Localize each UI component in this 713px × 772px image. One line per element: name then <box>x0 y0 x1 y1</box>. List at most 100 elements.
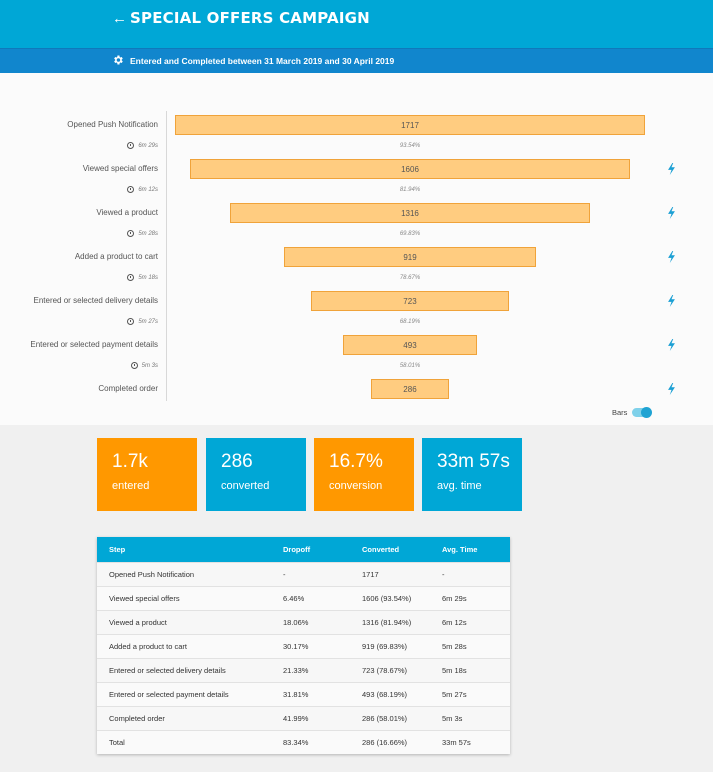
table-cell: - <box>442 570 445 579</box>
table-row: Entered or selected payment details 31.81… <box>97 682 510 706</box>
transition-time-text: 5m 28s <box>138 230 158 237</box>
table-cell: 21.33% <box>283 666 309 675</box>
funnel-bar[interactable]: 1316 <box>229 203 591 223</box>
funnel-bar[interactable]: 286 <box>370 379 450 399</box>
table-cell: 286 (16.66%) <box>362 738 408 747</box>
table-cell: 1316 (81.94%) <box>362 618 412 627</box>
stat-label: conversion <box>329 480 383 492</box>
lightning-bolt-icon[interactable] <box>667 295 676 307</box>
header-step[interactable]: Step <box>109 545 126 554</box>
funnel-bar[interactable]: 493 <box>342 335 478 355</box>
table-cell: 6.46% <box>283 594 305 603</box>
table-cell: 6m 29s <box>442 594 467 603</box>
funnel-stage-label: Viewed a product <box>96 208 158 217</box>
table-header: Step Dropoff Converted Avg. Time <box>97 537 510 562</box>
gear-icon[interactable] <box>112 54 124 66</box>
lightning-bolt-icon[interactable] <box>667 163 676 175</box>
lightning-bolt-icon[interactable] <box>667 339 676 351</box>
funnel-bar-value: 286 <box>403 384 417 394</box>
transition-time-text: 6m 29s <box>138 142 158 149</box>
table-row: Added a product to cart 30.17% 919 (69.83%… <box>97 634 510 658</box>
funnel-chart: Bars Opened Push Notification 1717 6m 29s 9… <box>0 73 713 425</box>
funnel-bar-value: 493 <box>403 340 417 350</box>
table-cell: 5m 27s <box>442 690 467 699</box>
lightning-bolt-icon[interactable] <box>667 251 676 263</box>
table-body: Opened Push Notification - 1717 - Viewed spe… <box>97 562 510 754</box>
funnel-bar-value: 1606 <box>401 164 419 174</box>
bars-toggle[interactable] <box>632 407 652 418</box>
table-row: Viewed a product 18.06% 1316 (81.94%) 6m 12… <box>97 610 510 634</box>
transition-time-text: 5m 27s <box>138 318 158 325</box>
table-cell: 83.34% <box>283 738 309 747</box>
table-cell: Viewed a product <box>109 618 167 627</box>
clock-icon <box>127 230 135 237</box>
transition-time-text: 5m 18s <box>138 274 158 281</box>
transition-time: 5m 28s <box>127 230 158 237</box>
transition-time-text: 5m 3s <box>141 362 158 369</box>
conversion-percent: 78.67% <box>399 275 421 281</box>
funnel-bar-value: 1316 <box>401 208 419 218</box>
funnel-stage-label: Added a product to cart <box>74 252 158 261</box>
stat-label: entered <box>112 480 150 492</box>
table-cell: 6m 12s <box>442 618 467 627</box>
app-header: ← SPECIAL OFFERS CAMPAIGN <box>0 0 713 48</box>
clock-icon <box>127 318 135 325</box>
table-cell: 41.99% <box>283 714 309 723</box>
table-cell: 31.81% <box>283 690 309 699</box>
transition-time: 6m 12s <box>127 186 158 193</box>
stat-label: avg. time <box>437 480 482 492</box>
stat-label: converted <box>221 480 270 492</box>
stat-value: 286 <box>221 451 253 472</box>
table-cell: - <box>283 570 286 579</box>
date-range-text: Entered and Completed between 31 March 2… <box>130 56 395 66</box>
header-avg-time[interactable]: Avg. Time <box>442 545 478 554</box>
date-range-bar[interactable]: Entered and Completed between 31 March 2… <box>0 48 713 73</box>
header-dropoff[interactable]: Dropoff <box>283 545 311 554</box>
transition-time: 5m 18s <box>127 274 158 281</box>
table-row: Total 83.34% 286 (16.66%) 33m 57s <box>97 730 510 754</box>
clock-icon <box>127 186 135 193</box>
conversion-percent: 69.83% <box>399 231 421 237</box>
conversion-percent: 93.54% <box>399 143 421 149</box>
back-arrow-icon[interactable]: ← <box>112 10 127 27</box>
funnel-stage-label: Viewed special offers <box>82 164 158 173</box>
table-cell: 1717 <box>362 570 379 579</box>
table-cell: Entered or selected delivery details <box>109 666 226 675</box>
table-cell: 1606 (93.54%) <box>362 594 412 603</box>
funnel-bar-value: 723 <box>403 296 417 306</box>
conversion-percent: 81.94% <box>399 187 421 193</box>
clock-icon <box>127 274 135 281</box>
transition-time-text: 6m 12s <box>138 186 158 193</box>
lightning-bolt-icon[interactable] <box>667 207 676 219</box>
stat-value: 1.7k <box>112 451 148 472</box>
transition-time: 5m 27s <box>127 318 158 325</box>
stat-value: 33m 57s <box>437 451 510 472</box>
page-title: SPECIAL OFFERS CAMPAIGN <box>130 9 370 27</box>
steps-table: Step Dropoff Converted Avg. Time Opened … <box>97 537 510 754</box>
clock-icon <box>127 142 135 149</box>
transition-time: 5m 3s <box>130 362 158 369</box>
table-cell: Entered or selected payment details <box>109 690 229 699</box>
lightning-bolt-icon[interactable] <box>667 383 676 395</box>
funnel-bar[interactable]: 1606 <box>190 159 630 179</box>
table-cell: 493 (68.19%) <box>362 690 408 699</box>
bars-toggle-label: Bars <box>612 408 628 417</box>
table-cell: 5m 28s <box>442 642 467 651</box>
table-cell: 286 (58.01%) <box>362 714 408 723</box>
funnel-axis <box>166 111 167 401</box>
toggle-knob[interactable] <box>641 407 652 418</box>
funnel-bar[interactable]: 919 <box>284 247 536 267</box>
table-cell: Viewed special offers <box>109 594 180 603</box>
header-converted[interactable]: Converted <box>362 545 400 554</box>
funnel-stage-label: Entered or selected delivery details <box>33 296 158 305</box>
table-row: Completed order 41.99% 286 (58.01%) 5m 3s <box>97 706 510 730</box>
funnel-stage-label: Entered or selected payment details <box>30 340 158 349</box>
transition-time: 6m 29s <box>127 142 158 149</box>
stat-card-conversion: 16.7% conversion <box>314 438 414 511</box>
funnel-bar-value: 919 <box>403 252 417 262</box>
table-cell: 723 (78.67%) <box>362 666 408 675</box>
funnel-bar[interactable]: 1717 <box>175 115 645 135</box>
funnel-bar[interactable]: 723 <box>311 291 509 311</box>
table-cell: 30.17% <box>283 642 309 651</box>
table-row: Viewed special offers 6.46% 1606 (93.54%) 6… <box>97 586 510 610</box>
